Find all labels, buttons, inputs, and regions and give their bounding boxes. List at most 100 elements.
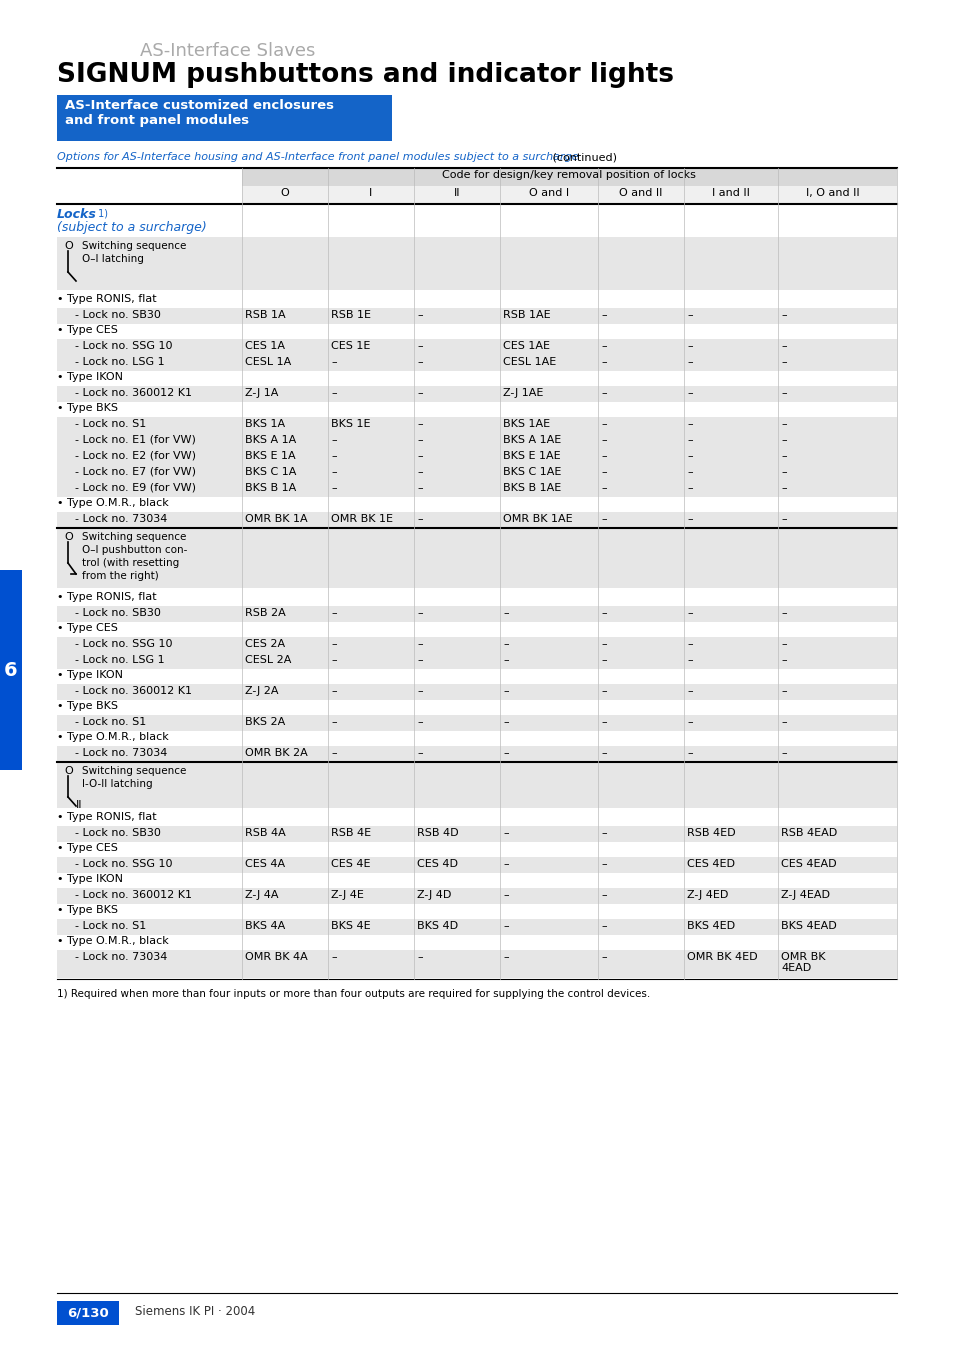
Bar [57, 746, 896, 762]
Text: –: – [686, 467, 692, 477]
Text: OMR BK 1AE: OMR BK 1AE [502, 513, 572, 524]
Text: –: – [416, 748, 422, 758]
Text: O: O [64, 766, 72, 775]
Text: BKS 2A: BKS 2A [245, 717, 285, 727]
Text: Siemens IK PI · 2004: Siemens IK PI · 2004 [135, 1305, 255, 1319]
Text: CES 4E: CES 4E [331, 859, 370, 869]
Text: –: – [686, 340, 692, 351]
Text: OMR BK 2A: OMR BK 2A [245, 748, 308, 758]
Text: –: – [781, 309, 786, 320]
Text: –: – [686, 513, 692, 524]
Text: • Type BKS: • Type BKS [57, 701, 118, 711]
Text: • Type O.M.R., black: • Type O.M.R., black [57, 499, 169, 508]
Text: BKS 4ED: BKS 4ED [686, 921, 735, 931]
Text: - Lock no. LSG 1: - Lock no. LSG 1 [75, 655, 165, 665]
Bar [57, 449, 896, 465]
Text: - Lock no. SSG 10: - Lock no. SSG 10 [75, 859, 172, 869]
Text: –: – [600, 608, 606, 617]
Text: - Lock no. LSG 1: - Lock no. LSG 1 [75, 357, 165, 367]
Text: O–I latching: O–I latching [82, 254, 144, 263]
Text: –: – [502, 921, 508, 931]
Text: RSB 1E: RSB 1E [331, 309, 371, 320]
Text: - Lock no. 360012 K1: - Lock no. 360012 K1 [75, 890, 192, 900]
Text: –: – [781, 655, 786, 665]
Text: –: – [686, 655, 692, 665]
Text: - Lock no. E9 (for VW): - Lock no. E9 (for VW) [75, 484, 195, 493]
Text: CESL 1AE: CESL 1AE [502, 357, 556, 367]
Text: - Lock no. E2 (for VW): - Lock no. E2 (for VW) [75, 451, 195, 461]
Text: - Lock no. S1: - Lock no. S1 [75, 921, 146, 931]
Text: - Lock no. S1: - Lock no. S1 [75, 419, 146, 430]
Text: –: – [686, 357, 692, 367]
Text: CES 1AE: CES 1AE [502, 340, 550, 351]
Text: • Type RONIS, flat: • Type RONIS, flat [57, 812, 156, 821]
Text: - Lock no. 360012 K1: - Lock no. 360012 K1 [75, 388, 192, 399]
Text: • Type O.M.R., black: • Type O.M.R., black [57, 936, 169, 946]
Text: –: – [416, 655, 422, 665]
Bar [57, 512, 896, 528]
Text: –: – [600, 451, 606, 461]
Bar [57, 236, 896, 290]
Text: –: – [416, 686, 422, 696]
Text: –: – [781, 435, 786, 444]
Text: –: – [331, 608, 336, 617]
Text: –: – [600, 484, 606, 493]
Text: Z-J 4E: Z-J 4E [331, 890, 363, 900]
Text: –: – [331, 451, 336, 461]
Text: • Type IKON: • Type IKON [57, 670, 123, 680]
Text: AS-Interface Slaves: AS-Interface Slaves [140, 42, 315, 59]
Text: I: I [369, 188, 373, 199]
Bar [57, 638, 896, 653]
Text: –: – [331, 655, 336, 665]
Bar [57, 1301, 119, 1325]
Text: Z-J 4ED: Z-J 4ED [686, 890, 727, 900]
Text: –: – [600, 357, 606, 367]
Text: –: – [416, 717, 422, 727]
Text: BKS 4D: BKS 4D [416, 921, 457, 931]
Text: –: – [502, 686, 508, 696]
Text: • Type O.M.R., black: • Type O.M.R., black [57, 732, 169, 742]
Text: Switching sequence: Switching sequence [82, 240, 186, 251]
Text: AS-Interface customized enclosures: AS-Interface customized enclosures [65, 99, 334, 112]
Text: BKS 1AE: BKS 1AE [502, 419, 550, 430]
Text: –: – [502, 952, 508, 962]
Text: RSB 4A: RSB 4A [245, 828, 286, 838]
Text: –: – [686, 608, 692, 617]
Text: Switching sequence: Switching sequence [82, 532, 186, 542]
Text: I and II: I and II [711, 188, 749, 199]
Text: CES 2A: CES 2A [245, 639, 285, 648]
Text: –: – [600, 717, 606, 727]
Text: BKS 1A: BKS 1A [245, 419, 285, 430]
Text: - Lock no. SB30: - Lock no. SB30 [75, 608, 161, 617]
Text: –: – [781, 748, 786, 758]
Text: –: – [600, 639, 606, 648]
Text: –: – [686, 451, 692, 461]
Text: 6/130: 6/130 [67, 1306, 109, 1320]
Text: –: – [331, 639, 336, 648]
Text: –: – [686, 748, 692, 758]
Text: - Lock no. SB30: - Lock no. SB30 [75, 828, 161, 838]
Text: –: – [600, 921, 606, 931]
Text: I, O and II: I, O and II [805, 188, 859, 199]
Text: Z-J 2A: Z-J 2A [245, 686, 278, 696]
Text: Options for AS-Interface housing and AS-Interface front panel modules subject to: Options for AS-Interface housing and AS-… [57, 153, 578, 162]
Text: –: – [416, 309, 422, 320]
Text: • Type BKS: • Type BKS [57, 403, 118, 413]
Text: –: – [331, 435, 336, 444]
Text: BKS A 1A: BKS A 1A [245, 435, 296, 444]
Bar [57, 434, 896, 449]
Text: –: – [502, 608, 508, 617]
Bar [57, 825, 896, 842]
Text: - Lock no. 73034: - Lock no. 73034 [75, 952, 167, 962]
Text: –: – [781, 419, 786, 430]
Text: –: – [600, 655, 606, 665]
Text: BKS B 1A: BKS B 1A [245, 484, 296, 493]
Text: –: – [781, 388, 786, 399]
Text: –: – [331, 717, 336, 727]
Text: BKS C 1A: BKS C 1A [245, 467, 296, 477]
Text: II: II [454, 188, 459, 199]
Text: • Type CES: • Type CES [57, 326, 118, 335]
Text: 1) Required when more than four inputs or more than four outputs are required fo: 1) Required when more than four inputs o… [57, 989, 650, 998]
Bar [57, 481, 896, 497]
Text: O–I pushbutton con-: O–I pushbutton con- [82, 544, 187, 555]
